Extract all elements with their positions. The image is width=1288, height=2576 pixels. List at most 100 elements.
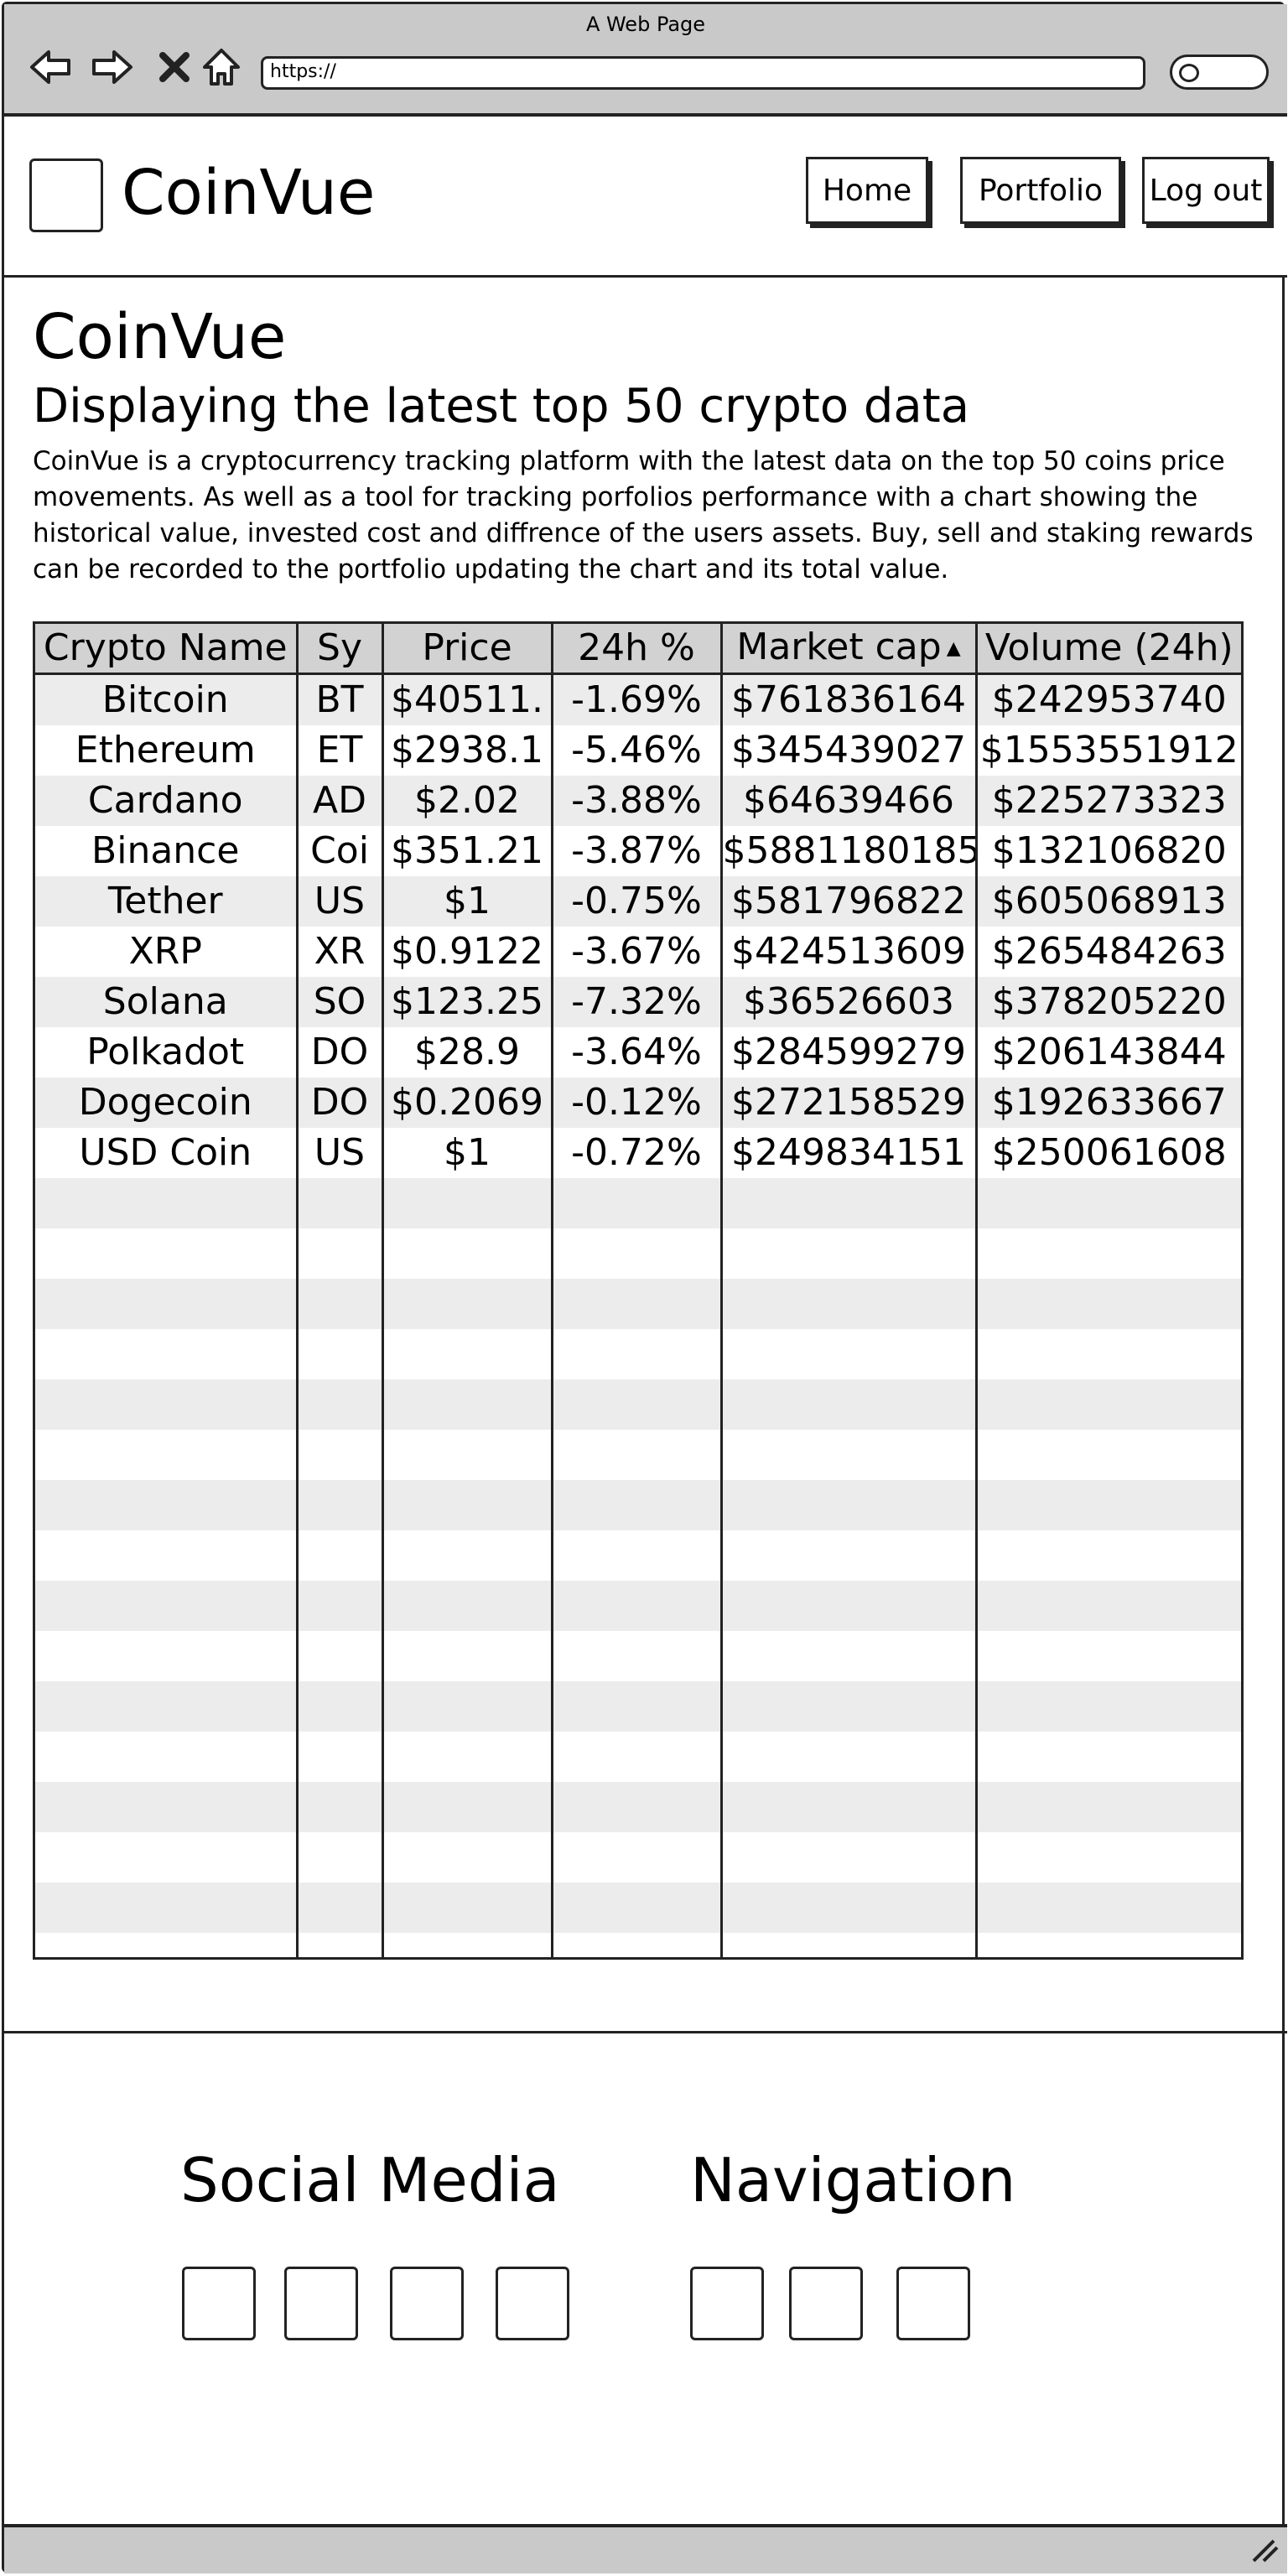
cell-name: [35, 1279, 297, 1329]
cell-price: [381, 1883, 552, 1933]
table-row[interactable]: Tether US $1 -0.75% $581796822 $605068913: [35, 876, 1241, 927]
table-row[interactable]: Binance Coi $351.21 -3.87% $5881180185 $13210…: [35, 826, 1241, 876]
cell-market-cap: $284599279: [719, 1027, 976, 1078]
table-row-empty: [35, 1530, 1241, 1581]
cell-market-cap: $424513609: [719, 927, 976, 977]
home-icon[interactable]: [199, 44, 244, 90]
brand-name[interactable]: CoinVue: [122, 157, 376, 229]
cell-market-cap: $5881180185: [719, 826, 976, 876]
cell-price: [381, 1681, 552, 1732]
social-link-4[interactable]: [496, 2267, 569, 2340]
cell-symbol: [295, 1681, 382, 1732]
cell-name: [35, 1228, 297, 1279]
cell-volume: [974, 1329, 1241, 1379]
table-row[interactable]: Ethereum ET $2938.1 -5.46% $345439027 $155355…: [35, 725, 1241, 776]
cell-symbol: US: [295, 1128, 382, 1178]
table-row-empty: [35, 1732, 1241, 1782]
search-icon: [1179, 64, 1199, 82]
table-row-empty: [35, 1178, 1241, 1228]
address-bar[interactable]: https://: [261, 56, 1145, 90]
cell-market-cap: [719, 1581, 976, 1631]
cell-name: [35, 1933, 297, 1957]
cell-price: [381, 1379, 552, 1430]
cell-24h: [550, 1832, 721, 1883]
cell-24h: [550, 1379, 721, 1430]
nav-home-button[interactable]: Home: [806, 157, 928, 224]
cell-24h: [550, 1329, 721, 1379]
cell-24h: [550, 1279, 721, 1329]
cell-24h: [550, 1782, 721, 1832]
cell-24h: -3.88%: [550, 776, 721, 826]
cell-price: $1: [381, 1128, 552, 1178]
cell-symbol: [295, 1228, 382, 1279]
cell-price: $0.9122: [381, 927, 552, 977]
column-header-market-cap[interactable]: Market cap ▲: [719, 624, 976, 675]
table-header-row: Crypto Name Sy Price 24h % Market cap ▲ V…: [35, 624, 1241, 675]
social-link-1[interactable]: [182, 2267, 256, 2340]
cell-name: Cardano: [35, 776, 297, 826]
cell-volume: $250061608: [974, 1128, 1241, 1178]
table-row[interactable]: Dogecoin DO $0.2069 -0.12% $272158529 $192633…: [35, 1078, 1241, 1128]
nav-logout-button[interactable]: Log out: [1142, 157, 1270, 224]
column-header-24h[interactable]: 24h %: [550, 624, 721, 675]
column-header-price[interactable]: Price: [381, 624, 552, 675]
site-footer: Social Media Navigation: [4, 2033, 1287, 2520]
column-header-volume[interactable]: Volume (24h): [974, 624, 1241, 675]
cell-price: [381, 1480, 552, 1530]
browser-search-field[interactable]: [1170, 55, 1269, 90]
cell-24h: -3.64%: [550, 1027, 721, 1078]
cell-volume: [974, 1883, 1241, 1933]
table-row[interactable]: USD Coin US $1 -0.72% $249834151 $250061608: [35, 1128, 1241, 1178]
footer-nav-link-2[interactable]: [789, 2267, 863, 2340]
cell-volume: $605068913: [974, 876, 1241, 927]
cell-24h: -0.75%: [550, 876, 721, 927]
footer-nav-link-3[interactable]: [896, 2267, 970, 2340]
cell-symbol: [295, 1631, 382, 1681]
cell-name: [35, 1430, 297, 1480]
cell-price: $123.25: [381, 977, 552, 1027]
cell-name: Solana: [35, 977, 297, 1027]
table-row[interactable]: Cardano AD $2.02 -3.88% $64639466 $225273323: [35, 776, 1241, 826]
cell-24h: [550, 1581, 721, 1631]
social-link-2[interactable]: [284, 2267, 358, 2340]
cell-symbol: [295, 1782, 382, 1832]
sort-ascending-icon[interactable]: ▲: [946, 638, 961, 659]
resize-grip-icon[interactable]: [1249, 2537, 1279, 2563]
cell-name: [35, 1178, 297, 1228]
cell-24h: -0.72%: [550, 1128, 721, 1178]
cell-price: $2.02: [381, 776, 552, 826]
social-link-3[interactable]: [390, 2267, 464, 2340]
stop-icon[interactable]: [152, 44, 197, 90]
cell-price: [381, 1933, 552, 1957]
cell-name: [35, 1782, 297, 1832]
cell-symbol: [295, 1581, 382, 1631]
cell-volume: [974, 1480, 1241, 1530]
back-icon[interactable]: [28, 44, 73, 90]
cell-symbol: [295, 1430, 382, 1480]
cell-24h: [550, 1732, 721, 1782]
cell-price: [381, 1782, 552, 1832]
table-row[interactable]: Solana SO $123.25 -7.32% $36526603 $378205220: [35, 977, 1241, 1027]
cell-name: [35, 1480, 297, 1530]
cell-price: $40511.: [381, 673, 552, 725]
logo-image[interactable]: [29, 158, 103, 232]
cell-name: [35, 1329, 297, 1379]
cell-symbol: [295, 1178, 382, 1228]
nav-portfolio-button[interactable]: Portfolio: [960, 157, 1121, 224]
column-header-symbol[interactable]: Sy: [295, 624, 382, 675]
browser-toolbar: A Web Page https://: [4, 4, 1287, 117]
cell-24h: [550, 1430, 721, 1480]
table-row[interactable]: XRP XR $0.9122 -3.67% $424513609 $265484263: [35, 927, 1241, 977]
cell-price: [381, 1430, 552, 1480]
table-row-empty: [35, 1430, 1241, 1480]
cell-volume: [974, 1681, 1241, 1732]
page-subtitle: Displaying the latest top 50 crypto data: [33, 379, 970, 434]
cell-24h: -5.46%: [550, 725, 721, 776]
footer-nav-link-1[interactable]: [690, 2267, 764, 2340]
cell-volume: $225273323: [974, 776, 1241, 826]
table-row[interactable]: Polkadot DO $28.9 -3.64% $284599279 $20614384…: [35, 1027, 1241, 1078]
forward-icon[interactable]: [90, 44, 135, 90]
column-header-name[interactable]: Crypto Name: [35, 624, 297, 675]
table-row[interactable]: Bitcoin BT $40511. -1.69% $761836164 $2429537…: [35, 673, 1241, 725]
